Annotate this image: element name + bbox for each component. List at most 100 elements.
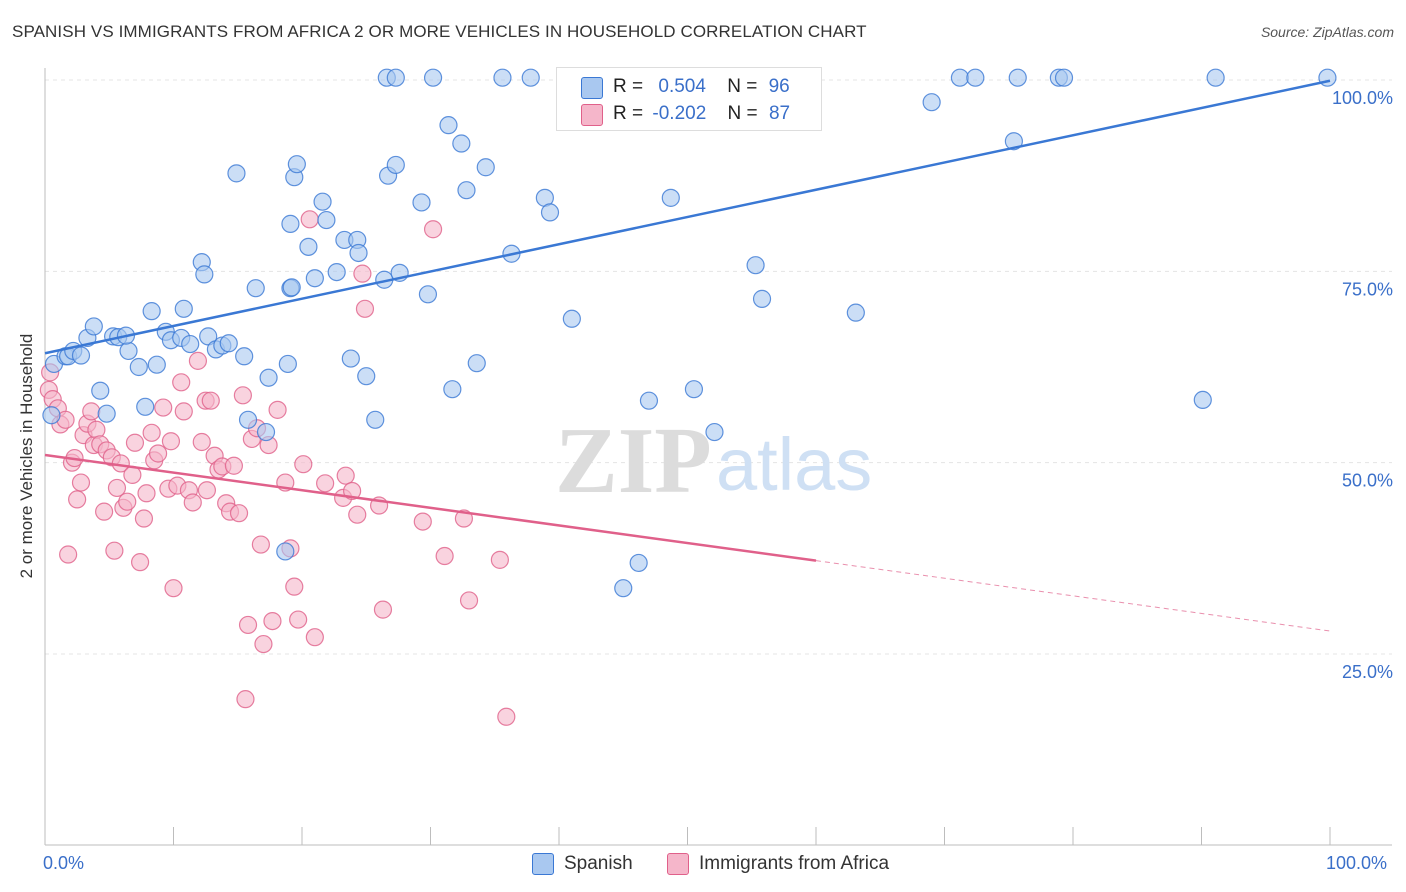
x-tick-label-min: 0.0%	[43, 853, 85, 873]
y-tick-label: 25.0%	[1342, 662, 1393, 682]
data-point	[467, 354, 486, 373]
data-point	[435, 546, 454, 566]
data-point	[313, 192, 332, 211]
data-point	[1008, 68, 1027, 87]
y-tick-label: 50.0%	[1342, 471, 1393, 491]
series-spanish	[42, 68, 1337, 598]
legend-swatch-spanish	[581, 77, 603, 99]
data-point	[154, 398, 173, 417]
data-point	[493, 68, 512, 87]
axes	[44, 68, 1392, 846]
data-point	[183, 493, 202, 512]
data-point	[129, 357, 148, 377]
legend-n-value: 96	[768, 76, 790, 97]
data-point	[172, 373, 191, 392]
data-point	[229, 504, 249, 523]
data-point	[1004, 132, 1023, 151]
data-point	[246, 279, 265, 298]
legend-n-label: N =	[727, 103, 758, 124]
watermark: ZIP atlas	[555, 409, 872, 513]
data-point	[305, 628, 324, 647]
trendline-africa	[44, 453, 817, 562]
data-point	[846, 303, 865, 322]
legend-n-label: N =	[727, 76, 758, 97]
data-point	[238, 410, 258, 429]
data-point	[142, 423, 161, 442]
data-point	[317, 210, 336, 230]
data-point	[366, 410, 385, 429]
data-point	[386, 155, 405, 175]
data-point	[1054, 68, 1074, 87]
y-tick-label: 75.0%	[1342, 279, 1393, 299]
data-point	[201, 391, 220, 410]
data-point	[287, 155, 306, 174]
data-point	[71, 346, 91, 365]
legend-swatch-spanish	[532, 853, 554, 875]
watermark-atlas: atlas	[716, 423, 872, 506]
data-point	[224, 456, 243, 475]
data-point	[357, 367, 376, 386]
data-point	[521, 68, 540, 87]
legend-swatch-africa	[667, 853, 689, 875]
data-point	[1193, 390, 1212, 410]
data-point	[922, 93, 941, 112]
data-point	[195, 265, 214, 284]
data-point	[71, 473, 91, 492]
data-point	[950, 68, 970, 87]
data-point	[254, 634, 273, 654]
data-point	[59, 545, 78, 564]
data-point	[147, 355, 166, 374]
data-point	[91, 381, 110, 400]
data-point	[540, 203, 560, 222]
data-point	[341, 349, 360, 368]
legend-label-spanish: Spanish	[564, 853, 633, 874]
data-point	[181, 334, 200, 354]
data-point	[278, 354, 297, 374]
data-point	[343, 481, 362, 501]
data-point	[161, 432, 181, 451]
data-point	[497, 707, 516, 726]
data-point	[192, 432, 211, 452]
data-point	[305, 269, 324, 288]
legend-swatch-africa	[581, 104, 603, 126]
data-point	[355, 299, 375, 318]
legend-r-label: R =	[613, 76, 644, 97]
data-point	[418, 285, 438, 304]
data-point	[174, 402, 193, 421]
data-point	[174, 299, 193, 318]
data-point	[197, 481, 217, 500]
data-point	[457, 181, 476, 200]
data-point	[316, 474, 335, 493]
data-point	[443, 380, 462, 399]
data-point	[490, 550, 509, 569]
grid-lines	[45, 79, 1392, 655]
legend-n-value: 87	[768, 103, 791, 124]
data-point	[639, 391, 659, 410]
data-point	[68, 490, 87, 509]
data-point	[966, 68, 985, 87]
data-point	[289, 610, 308, 629]
data-point	[299, 237, 318, 256]
legend-r-value: -0.202	[652, 103, 707, 124]
data-point	[412, 193, 431, 212]
data-point	[746, 256, 765, 275]
data-point	[268, 400, 287, 419]
data-point	[285, 577, 304, 596]
chart-title: SPANISH VS IMMIGRANTS FROM AFRICA 2 OR M…	[12, 22, 867, 41]
data-point	[752, 289, 772, 308]
data-point	[118, 492, 137, 511]
data-point	[82, 402, 101, 421]
data-point	[276, 542, 295, 561]
trendline-africa-extension	[815, 560, 1331, 632]
trendlines	[44, 79, 1331, 632]
data-point	[256, 422, 276, 442]
data-point	[134, 509, 154, 528]
data-point	[281, 214, 300, 233]
data-point	[136, 397, 155, 416]
series-africa	[39, 210, 516, 726]
data-point	[251, 535, 270, 554]
data-point	[300, 210, 319, 229]
data-point	[413, 512, 432, 531]
data-point	[227, 164, 246, 183]
